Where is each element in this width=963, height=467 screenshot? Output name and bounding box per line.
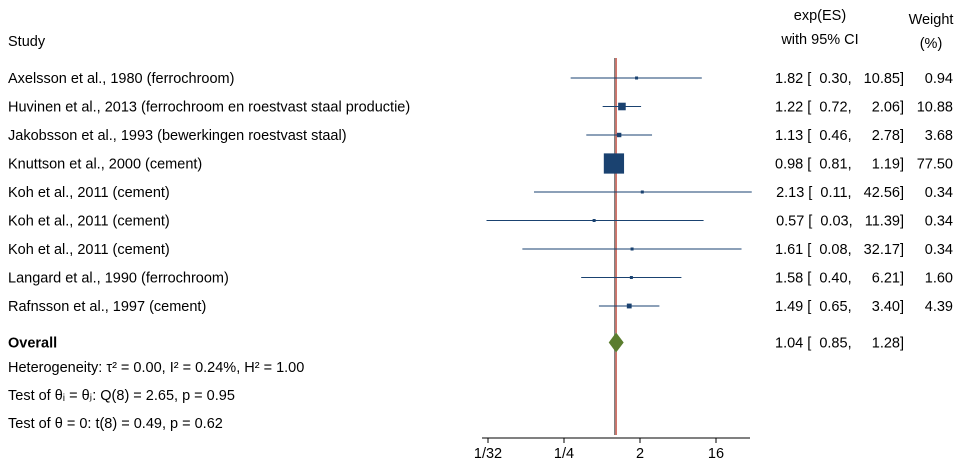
study-es-ci: 1.58 [ 0.40, 6.21] [775,271,904,287]
x-tick-label: 2 [636,446,644,462]
overall-diamond [608,332,624,353]
study-weight: 77.50 [917,157,953,173]
study-es-ci: 0.57 [ 0.03, 11.39] [776,214,904,230]
study-label: Jakobsson et al., 1993 (bewerkingen roes… [8,128,347,144]
study-es-ci: 1.13 [ 0.46, 2.78] [775,128,904,144]
test-theta-i-text: Test of θᵢ = θⱼ: Q(8) = 2.65, p = 0.95 [8,388,235,404]
study-label: Koh et al., 2011 (cement) [8,214,170,230]
study-marker [626,303,632,309]
study-weight: 0.94 [925,71,953,87]
weight-header-line2: (%) [920,36,943,52]
study-marker [630,247,634,251]
study-weight: 3.68 [925,128,953,144]
test-theta-0-text: Test of θ = 0: t(8) = 0.49, p = 0.62 [8,416,223,432]
study-label: Axelsson et al., 1980 (ferrochroom) [8,71,234,87]
study-marker [603,153,625,174]
study-es-ci: 0.98 [ 0.81, 1.19] [775,157,904,173]
study-es-ci: 2.13 [ 0.11, 42.56] [776,185,904,201]
study-marker [592,219,596,222]
overall-label: Overall [8,336,57,352]
stats-block: Heterogeneity: τ² = 0.00, I² = 0.24%, H²… [8,360,304,432]
es-header-line2: with 95% CI [780,32,858,48]
study-marker [616,132,622,138]
plot-marks [486,58,752,435]
headers: Study exp(ES) with 95% CI Weight (%) [8,8,953,52]
heterogeneity-text: Heterogeneity: τ² = 0.00, I² = 0.24%, H²… [8,360,304,376]
study-weight: 0.34 [925,185,953,201]
overall-es-ci: 1.04 [ 0.85, 1.28] [775,336,904,352]
study-weight: 4.39 [925,299,953,315]
study-es-ci: 1.49 [ 0.65, 3.40] [775,299,904,315]
study-label: Langard et al., 1990 (ferrochroom) [8,271,229,287]
study-marker [629,276,633,279]
study-weight: 0.34 [925,242,953,258]
study-weight: 0.34 [925,214,953,230]
study-marker [618,102,626,111]
weight-header-line1: Weight [909,12,954,28]
x-tick-label: 1/4 [554,446,574,462]
x-tick-label: 16 [708,446,724,462]
study-es-ci: 1.22 [ 0.72, 2.06] [775,100,904,116]
study-marker [635,76,639,80]
study-label: Knuttson et al., 2000 (cement) [8,157,202,173]
study-marker [640,190,644,194]
x-axis: 1/32 1/4 2 16 [474,437,750,462]
study-weight: 10.88 [917,100,953,116]
study-label: Huvinen et al., 2013 (ferrochroom en roe… [8,100,410,116]
study-weight: 1.60 [925,271,953,287]
study-label: Koh et al., 2011 (cement) [8,185,170,201]
es-header-line1: exp(ES) [794,8,846,24]
study-es-ci: 1.61 [ 0.08, 32.17] [775,242,904,258]
study-header: Study [8,34,46,50]
study-label: Koh et al., 2011 (cement) [8,242,170,258]
study-es-ci: 1.82 [ 0.30, 10.85] [775,71,904,87]
x-tick-label: 1/32 [474,446,502,462]
study-label: Rafnsson et al., 1997 (cement) [8,299,206,315]
study-rows: Axelsson et al., 1980 (ferrochroom) 1.82 … [8,71,953,352]
